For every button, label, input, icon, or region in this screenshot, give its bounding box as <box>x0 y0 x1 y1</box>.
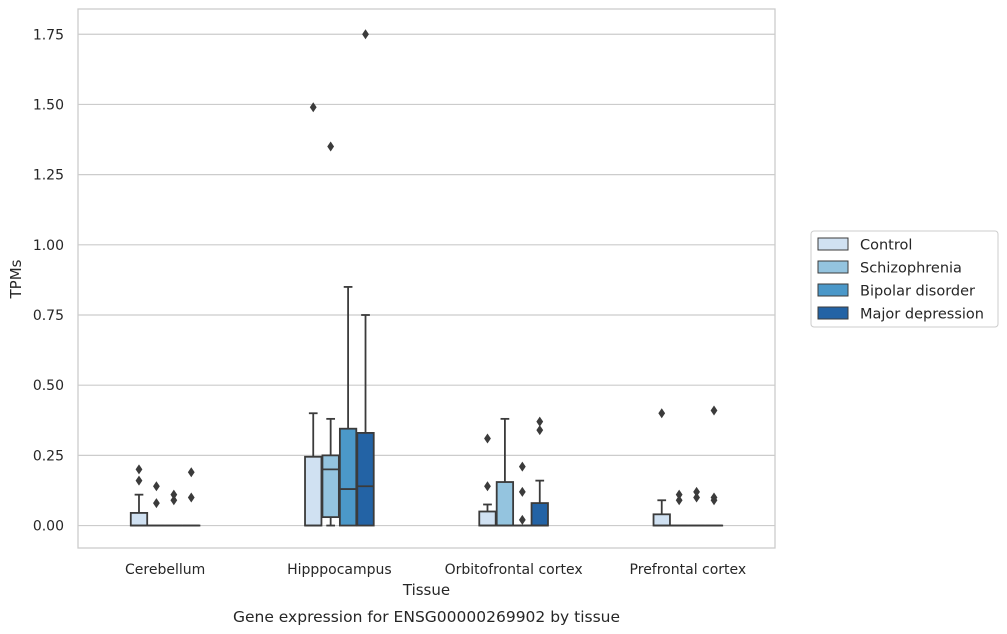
x-tick-label: Orbitofrontal cortex <box>445 562 583 578</box>
y-tick-label: 0.00 <box>33 519 64 535</box>
y-tick-labels: 0.00 0.25 0.50 0.75 1.00 1.25 1.50 1.75 <box>33 27 64 534</box>
outlier-point <box>187 492 195 503</box>
outlier-point <box>153 498 160 509</box>
outlier-point <box>327 141 335 152</box>
box-control <box>652 408 671 527</box>
box-iqr <box>321 454 340 519</box>
box-bipolar-disorder <box>513 461 532 527</box>
outlier-point <box>693 492 700 503</box>
box-iqr <box>478 510 497 527</box>
box-control <box>478 433 497 527</box>
box-schizophrenia <box>670 489 689 527</box>
outlier-point <box>135 464 143 475</box>
box-iqr <box>652 513 671 527</box>
grid-lines <box>78 33 775 527</box>
outlier-point <box>710 405 718 416</box>
outlier-point <box>362 29 369 40</box>
outlier-point <box>710 492 718 503</box>
box-bipolar-disorder <box>164 489 183 527</box>
outlier-point <box>518 461 526 472</box>
outlier-point <box>658 408 666 419</box>
box-iqr <box>530 502 549 527</box>
legend-label: Bipolar disorder <box>860 284 975 300</box>
legend-swatch <box>817 237 849 251</box>
box-bipolar-disorder <box>338 286 358 527</box>
outlier-point <box>187 467 195 478</box>
y-axis-label: TPMs <box>7 259 25 299</box>
box-major-depression <box>356 29 375 527</box>
x-tick-label: Cerebellum <box>125 562 205 578</box>
x-axis-label: Tissue <box>402 581 450 599</box>
outlier-point <box>536 416 544 427</box>
plot-frame <box>77 8 776 549</box>
y-tick-label: 0.25 <box>33 448 64 464</box>
box-bipolar-disorder <box>687 486 706 527</box>
y-tick-label: 1.25 <box>33 168 64 184</box>
box-groups <box>129 29 724 527</box>
y-tick-label: 0.75 <box>33 308 64 324</box>
box-iqr <box>304 455 323 527</box>
outlier-point <box>693 486 700 497</box>
box-control <box>129 464 149 527</box>
legend-swatch <box>817 306 849 320</box>
legend-swatch <box>817 283 849 297</box>
outlier-point <box>675 495 683 506</box>
plot-area <box>78 9 775 548</box>
legend-label: Major depression <box>860 307 984 323</box>
outlier-point <box>484 433 491 444</box>
y-tick-label: 0.50 <box>33 378 64 394</box>
box-major-depression <box>704 405 724 527</box>
y-tick-label: 1.75 <box>33 27 64 43</box>
box-schizophrenia <box>147 481 166 527</box>
outlier-point <box>170 495 178 506</box>
outlier-point <box>518 514 526 525</box>
box-schizophrenia <box>321 141 340 527</box>
outlier-point <box>170 489 178 500</box>
legend: Control Schizophrenia Bipolar disorder Majo… <box>810 230 999 328</box>
box-schizophrenia <box>495 417 515 527</box>
chart-caption: Gene expression for ENSG00000269902 by t… <box>233 608 620 626</box>
legend-swatch <box>817 260 849 274</box>
outlier-point <box>518 486 526 497</box>
x-tick-labels: Cerebellum Hipppocampus Orbitofrontal cort… <box>125 562 746 578</box>
legend-frame <box>810 230 999 328</box>
box-iqr <box>129 512 149 527</box>
outlier-point <box>675 489 683 500</box>
x-tick-label: Prefrontal cortex <box>630 562 747 578</box>
outlier-point <box>484 481 491 492</box>
x-tick-label: Hipppocampus <box>287 562 392 578</box>
box-iqr <box>495 481 515 527</box>
box-iqr <box>356 432 375 527</box>
outlier-point <box>536 425 544 436</box>
legend-label: Schizophrenia <box>860 261 962 277</box>
box-iqr <box>338 427 358 527</box>
legend-label: Control <box>860 238 912 254</box>
outlier-point <box>309 102 317 113</box>
outlier-point <box>153 481 160 492</box>
y-tick-label: 1.00 <box>33 238 64 254</box>
y-tick-label: 1.50 <box>33 97 64 113</box>
outlier-point <box>135 475 143 486</box>
box-major-depression <box>182 467 201 527</box>
box-major-depression <box>530 416 549 527</box>
box-control <box>304 102 323 527</box>
